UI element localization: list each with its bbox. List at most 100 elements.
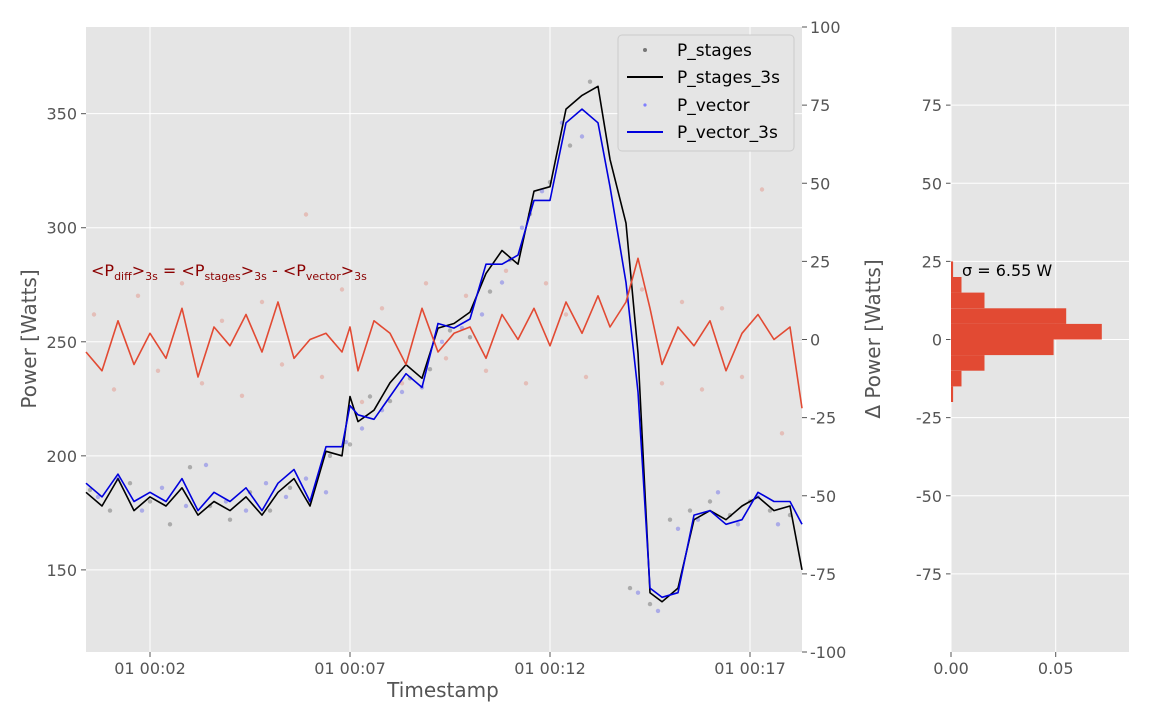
hist-y-tick-label: 25 <box>922 252 942 271</box>
legend-label-p-vector-3s: P_vector_3s <box>677 123 778 143</box>
series-point-p-vector <box>655 608 661 614</box>
series-point-p-vector <box>203 462 209 468</box>
series-point-p-vector <box>183 503 189 509</box>
series-point-p-stages <box>447 328 453 333</box>
series-point-p-vector <box>243 508 249 513</box>
series-point-p-stages <box>387 398 393 404</box>
series-point-p-vector <box>499 280 505 285</box>
series-point-p-vector <box>95 494 101 500</box>
series-point-p-vector <box>715 490 721 495</box>
series-point-p-vector <box>479 312 485 317</box>
series-point-p-diff <box>303 212 309 217</box>
series-point-p-diff <box>239 393 245 398</box>
series-point-p-vector <box>263 481 269 486</box>
legend-marker-p-vector <box>643 103 647 107</box>
series-point-p-vector <box>159 485 165 490</box>
series-point-p-vector <box>735 522 741 527</box>
series-point-p-vector <box>695 517 701 522</box>
hist-bar <box>951 292 985 309</box>
series-point-p-stages <box>627 585 633 591</box>
hist-bar <box>951 370 962 387</box>
series-point-p-diff <box>135 293 141 298</box>
series-point-p-diff <box>563 312 569 317</box>
series-point-p-diff <box>179 281 185 286</box>
y2-tick-label: -75 <box>810 565 836 584</box>
series-point-p-stages <box>127 481 133 486</box>
y2-tick-label: 75 <box>810 96 830 115</box>
y-tick-label: 150 <box>46 561 77 580</box>
series-point-p-stages <box>187 465 193 470</box>
series-point-p-stages <box>767 508 773 513</box>
series-line-p-vector-3s <box>85 108 803 599</box>
series-point-p-vector <box>775 522 781 527</box>
hist-y-tick-label: -50 <box>916 487 942 506</box>
hist-y-tick-label: -75 <box>916 565 942 584</box>
series-point-p-diff <box>463 293 469 298</box>
hist-bar <box>951 386 954 402</box>
x-tick-label: 01 00:17 <box>714 659 786 678</box>
hist-bar <box>951 261 954 277</box>
hist-bar <box>951 339 1054 356</box>
series-point-p-vector <box>399 389 405 395</box>
series-point-p-diff <box>199 381 205 386</box>
legend-label-p-stages: P_stages <box>677 41 752 61</box>
series-point-p-vector <box>283 494 289 500</box>
series-point-p-diff <box>219 318 225 323</box>
legend-marker-p-stages <box>643 48 647 52</box>
x-axis-title: Timestamp <box>386 678 499 702</box>
hist-x-tick-label: 0.05 <box>1038 659 1074 678</box>
y2-tick-label: 0 <box>810 331 820 350</box>
series-point-p-diff <box>379 306 385 311</box>
series-point-p-diff <box>399 381 405 386</box>
series-point-p-diff <box>759 187 765 192</box>
series-point-p-vector <box>559 120 565 126</box>
series-point-p-diff <box>659 381 665 386</box>
y2-tick-label: 50 <box>810 174 830 193</box>
series-point-p-diff <box>483 368 489 373</box>
series-point-p-vector <box>675 526 681 531</box>
y2-tick-label: 100 <box>810 18 841 37</box>
series-point-p-vector <box>439 339 445 344</box>
x-tick-label: 01 00:02 <box>114 659 186 678</box>
x-tick-label: 01 00:07 <box>314 659 386 678</box>
series-point-p-diff <box>543 281 549 286</box>
series-point-p-vector <box>635 590 641 595</box>
series-point-p-stages <box>567 143 573 148</box>
series-point-p-stages <box>587 79 593 84</box>
hist-bar <box>951 308 1067 324</box>
histogram-panel: -75 -50 -25 0 25 50 75 0.00 0.05 <box>916 27 1129 678</box>
series-point-p-diff <box>739 374 745 380</box>
x-tick-label: 01 00:12 <box>514 659 586 678</box>
series-point-p-vector <box>579 134 585 139</box>
series-point-p-stages <box>347 442 353 447</box>
hist-bar <box>951 323 1102 340</box>
series-point-p-vector <box>539 189 545 194</box>
y2-tick-label: -100 <box>810 643 846 662</box>
series-point-p-stages <box>327 453 333 458</box>
series-point-p-diff <box>779 431 785 436</box>
series-point-p-vector <box>139 508 145 513</box>
hist-x-tick-label: 0.00 <box>933 659 969 678</box>
sigma-annotation: σ = 6.55 W <box>962 261 1052 280</box>
series-point-p-vector <box>359 426 365 431</box>
y2-tick-label: -50 <box>810 487 836 506</box>
series-point-p-diff <box>719 306 725 311</box>
series-point-p-stages <box>467 335 473 340</box>
series-point-p-diff <box>583 374 589 380</box>
series-point-p-diff <box>279 362 285 367</box>
hist-bar <box>951 355 985 371</box>
series-point-p-stages <box>647 601 653 607</box>
series-point-p-diff <box>359 399 365 405</box>
hist-y-tick-label: 50 <box>922 174 942 193</box>
legend-label-p-stages-3s: P_stages_3s <box>677 68 780 88</box>
series-point-p-stages <box>287 485 293 490</box>
y-tick-label: 200 <box>46 447 77 466</box>
series-point-p-stages <box>707 499 713 504</box>
legend-box <box>617 34 795 152</box>
legend-label-p-vector: P_vector <box>677 96 750 116</box>
hist-y-tick-label: -25 <box>916 409 942 428</box>
series-point-p-diff <box>423 281 429 286</box>
series-point-p-diff <box>639 287 645 292</box>
series-point-p-stages <box>87 487 93 493</box>
